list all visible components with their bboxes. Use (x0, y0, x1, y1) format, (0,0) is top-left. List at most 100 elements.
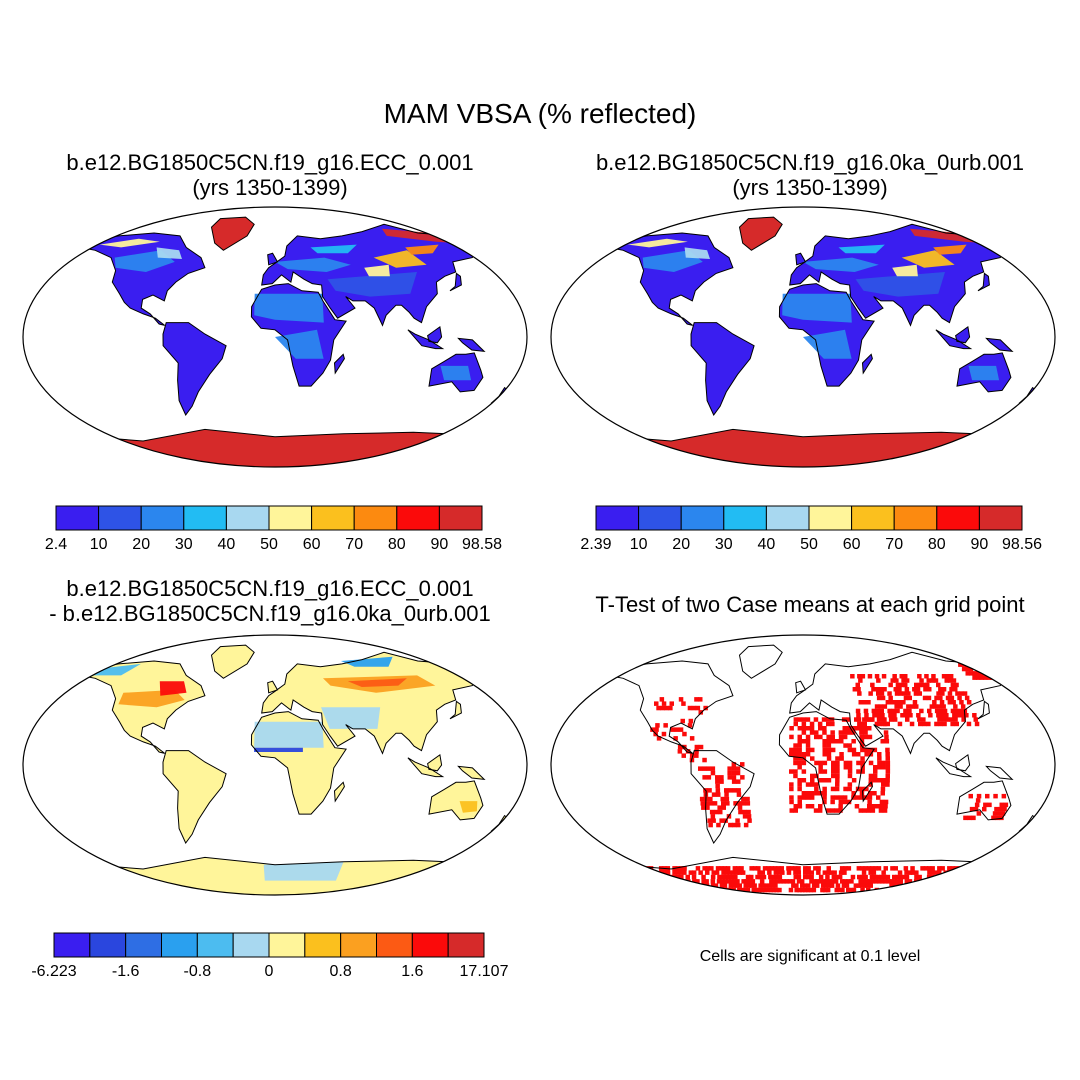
coastline (267, 252, 279, 266)
significant-cell (848, 887, 854, 893)
significant-cell (830, 808, 835, 813)
significant-cell (702, 887, 708, 893)
significant-cell (803, 870, 808, 875)
significant-cell (716, 879, 722, 884)
coastline (795, 680, 807, 694)
significant-cell (1007, 675, 1013, 680)
significant-cell (936, 713, 941, 718)
significant-cell (958, 874, 964, 880)
significant-cell (910, 883, 915, 888)
significant-cell (931, 674, 936, 679)
significant-cell (975, 879, 980, 884)
significant-cell (731, 762, 737, 767)
significant-cell (627, 879, 632, 884)
significant-cell (856, 687, 861, 692)
significant-cell (649, 870, 654, 875)
significant-cell (879, 804, 884, 809)
data-patch (855, 272, 945, 297)
significant-cell (615, 874, 621, 880)
map-panel-ttest (548, 632, 1058, 898)
significant-cell (902, 691, 907, 696)
significant-cell (826, 734, 831, 740)
significant-cell (843, 879, 848, 884)
significant-cell (702, 766, 707, 771)
significant-cell (605, 866, 610, 871)
significant-cell (898, 704, 903, 709)
significant-cell (857, 691, 862, 696)
significant-cell (850, 874, 856, 880)
significant-cell (685, 749, 691, 754)
significant-cell (922, 695, 928, 701)
significant-cell (963, 866, 969, 871)
significant-cell (817, 808, 823, 813)
significant-cell (996, 666, 1001, 672)
significant-cell (728, 788, 733, 793)
significant-cell (729, 879, 734, 884)
significant-cell (821, 879, 826, 884)
significant-cell (797, 756, 802, 761)
significant-cell (917, 691, 922, 696)
significant-cell (705, 866, 711, 871)
significant-cell (940, 713, 945, 718)
significant-cell (825, 870, 831, 875)
coastline (210, 216, 255, 251)
significant-cell (768, 874, 773, 880)
significant-cell (726, 874, 732, 880)
significant-cell (908, 887, 914, 893)
significant-cell (859, 791, 865, 796)
significant-cell (914, 682, 919, 688)
colorbar-labels-diff: -6.223 -1.6 -0.8 0 0.8 1.6 17.107 (31, 963, 508, 983)
significant-cell (959, 700, 964, 705)
significant-cell (805, 734, 811, 740)
significant-cell (801, 760, 807, 766)
significant-cell (858, 678, 863, 683)
significant-cell (971, 887, 977, 893)
significant-cell (906, 704, 911, 709)
significant-cell (834, 874, 840, 880)
panel-title-line: b.e12.BG1850C5CN.f19_g16.ECC_0.001 (66, 576, 474, 601)
significant-cell (651, 887, 656, 893)
significant-cell (793, 808, 798, 813)
significant-cell (886, 879, 891, 884)
significant-cell (735, 879, 740, 884)
significant-cell (767, 870, 772, 875)
significant-cell (885, 700, 891, 705)
significant-cell (960, 713, 965, 718)
significant-cell (846, 726, 852, 731)
significant-cell (814, 773, 819, 779)
significant-cell (766, 866, 771, 871)
significant-cell (838, 804, 843, 809)
significant-cell (710, 766, 716, 771)
land-madagascar (862, 354, 873, 374)
significant-cell (867, 879, 873, 884)
significant-cell (624, 883, 629, 888)
significant-cell (797, 743, 802, 748)
significant-cell (789, 747, 794, 753)
significant-cell (831, 874, 837, 880)
significant-cell (907, 695, 912, 701)
significant-cell (713, 883, 719, 888)
significant-cell (862, 721, 867, 727)
significant-cell (830, 799, 835, 805)
land-greenland (739, 217, 783, 251)
significant-cell (851, 778, 857, 783)
significant-cell (797, 717, 803, 722)
significant-cell (985, 666, 991, 672)
significant-cell (972, 883, 978, 888)
significant-cell (881, 778, 886, 783)
significant-cell (930, 678, 935, 683)
significant-cell (965, 671, 970, 676)
significant-cell (691, 705, 697, 711)
significant-cell (973, 717, 978, 722)
significant-cell (688, 718, 694, 724)
significant-cell (810, 778, 815, 783)
significant-cell (938, 695, 943, 701)
significant-cell (969, 806, 975, 812)
significant-cell (892, 879, 897, 884)
significant-cell (737, 805, 743, 810)
significant-cell (805, 743, 811, 748)
significant-cell (880, 739, 885, 744)
significant-cell (838, 870, 844, 875)
significant-cell (789, 726, 794, 731)
significant-cell (769, 866, 774, 871)
